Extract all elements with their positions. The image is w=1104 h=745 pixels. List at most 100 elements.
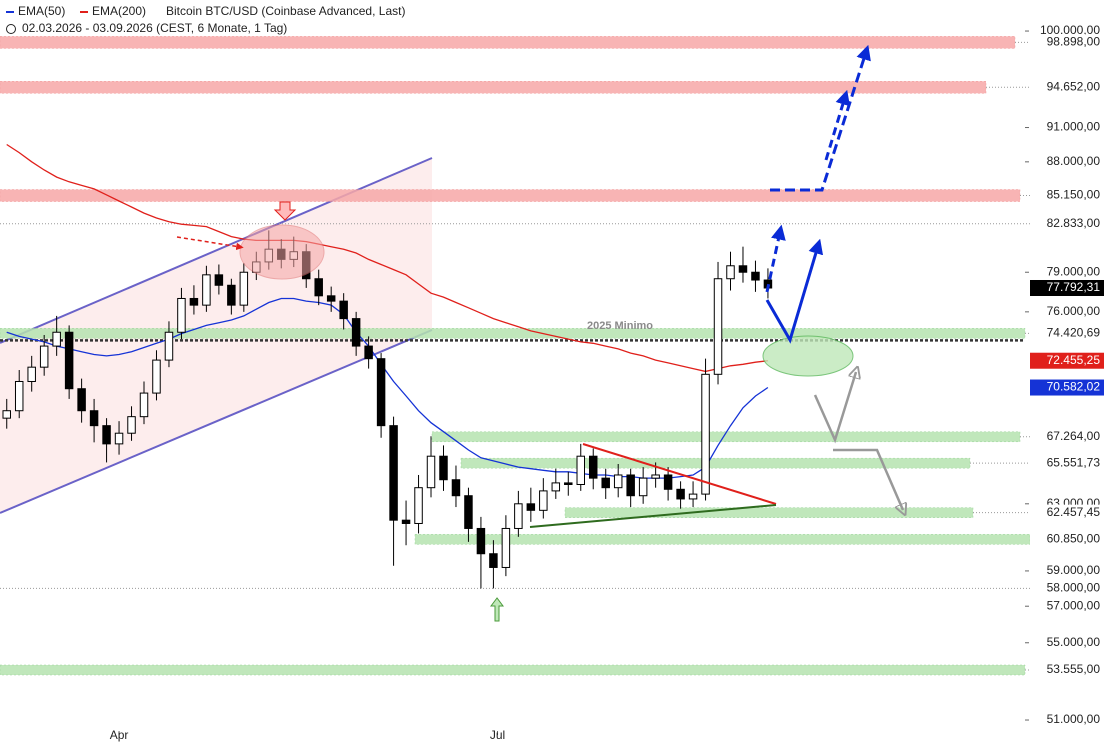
candle-body — [663, 474, 673, 490]
y-tick-label: 91.000,00 — [1047, 120, 1101, 134]
level-label-box — [1030, 187, 1104, 204]
candle-body — [89, 410, 99, 427]
x-tick-label: Apr — [110, 728, 129, 742]
candle-body — [339, 300, 348, 320]
last-value-box — [1030, 352, 1104, 369]
candle-body — [526, 503, 536, 511]
candle-body — [426, 455, 436, 489]
candle-body — [227, 284, 236, 306]
level-label-box — [1030, 428, 1104, 445]
level-zone — [0, 81, 987, 94]
candle-body — [127, 416, 136, 434]
candle-body — [351, 318, 361, 347]
candle-body — [152, 359, 161, 394]
overlay: 2025 Minimo — [176, 44, 903, 622]
scenario-arrow — [824, 89, 851, 161]
candle-body — [27, 366, 36, 382]
candle-body — [613, 474, 623, 489]
last-value-box — [1030, 379, 1104, 396]
axis: 100.000,00 91.000,00 88.000,00 79.000,00 76.… — [110, 23, 1104, 742]
level-label-box — [1030, 455, 1104, 472]
candle-body — [326, 295, 336, 302]
candle-body — [414, 487, 423, 524]
candle-body — [401, 519, 411, 524]
candle-body — [214, 274, 224, 286]
level-zone — [0, 664, 1026, 676]
candle-body — [726, 265, 735, 280]
y-tick-label: 55.000,00 — [1047, 635, 1101, 649]
candle-body — [701, 373, 710, 495]
alt-arrow — [833, 448, 903, 510]
level-zone — [460, 457, 971, 469]
level-label: 58.000,00 — [1047, 581, 1101, 595]
candle-body — [389, 425, 398, 521]
down-arrow — [273, 201, 297, 221]
y-tick-label: 100.000,00 — [1040, 23, 1100, 37]
triangle-line — [529, 504, 777, 528]
candle-body — [451, 479, 461, 497]
level-label: 85.150,00 — [1047, 188, 1101, 202]
channel-line — [0, 157, 433, 344]
candle-body — [651, 474, 660, 479]
candle-body — [364, 345, 373, 360]
candle-body — [501, 527, 511, 568]
candle-body — [476, 527, 486, 555]
candle-body — [564, 482, 573, 485]
candle-body — [626, 474, 635, 497]
candle-body — [601, 477, 610, 489]
level-zone — [564, 507, 974, 518]
channel-line — [0, 329, 433, 514]
y-tick-label: 59.000,00 — [1047, 563, 1101, 577]
candle-body — [439, 455, 448, 481]
y-tick-label: 88.000,00 — [1047, 154, 1101, 168]
target-ellipse — [762, 335, 854, 377]
legend-entry: EMA(200) — [92, 4, 146, 18]
candle-body — [514, 503, 523, 529]
legend: EMA(50) EMA(200) Bitcoin BTC/USD (Coinba… — [6, 4, 405, 35]
x-tick-label: Jul — [490, 728, 505, 742]
level-label: 60.850,00 — [1047, 532, 1101, 546]
level-label: 82.833,00 — [1047, 216, 1101, 230]
candle-body — [177, 297, 186, 333]
level-label: 53.555,00 — [1047, 662, 1101, 676]
candle-body — [489, 553, 498, 568]
candle-body — [638, 477, 648, 497]
last-value-box — [1030, 279, 1104, 296]
level-label: 74.420,69 — [1047, 326, 1101, 340]
candle-body — [64, 331, 74, 390]
level-label-box — [1030, 325, 1104, 342]
legend-entry: EMA(50) — [18, 4, 65, 18]
y-tick-label: 76.000,00 — [1047, 304, 1101, 318]
candle-body — [576, 455, 586, 485]
triangle-line — [582, 443, 777, 505]
candle-body — [77, 388, 86, 412]
level-label: 98.898,00 — [1047, 35, 1101, 49]
candle-body — [551, 482, 561, 492]
candle-body — [14, 380, 24, 412]
candle-body — [52, 331, 61, 347]
candle-body — [102, 425, 111, 445]
level-label-box — [1030, 79, 1104, 96]
alt-arrow — [813, 372, 856, 444]
level-zone — [0, 189, 1021, 202]
level-zone — [0, 328, 1026, 339]
level-label-box — [1030, 215, 1104, 232]
clock-icon — [6, 24, 16, 34]
y-tick-label: 51.000,00 — [1047, 712, 1101, 726]
last-value-label: 77.792,31 — [1047, 280, 1101, 294]
scenario-arrow — [770, 44, 871, 192]
level-label-box — [1030, 34, 1104, 51]
scenario-arrow — [765, 224, 786, 293]
ema-line — [6, 143, 768, 373]
candle-body — [688, 493, 698, 500]
annotation: 2025 Minimo — [587, 320, 653, 332]
plot — [2, 143, 773, 589]
scenario-arrow — [765, 238, 824, 344]
last-value-label: 70.582,02 — [1047, 380, 1101, 394]
chart-title: Bitcoin BTC/USD (Coinbase Advanced, Last… — [166, 4, 405, 18]
candle-body — [738, 265, 748, 273]
last-value-label: 72.455,25 — [1047, 353, 1101, 367]
candle-body — [239, 271, 249, 306]
level-label-box — [1030, 662, 1104, 679]
